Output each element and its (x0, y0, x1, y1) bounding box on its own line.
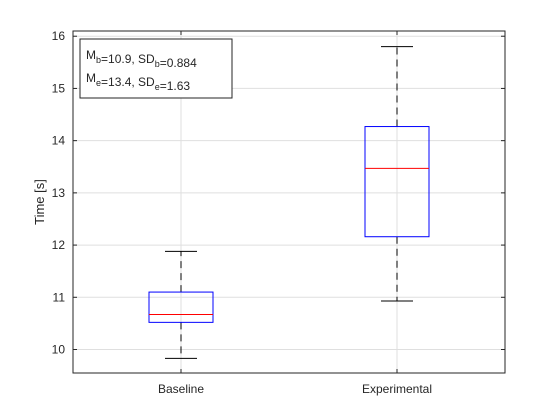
iqr-box (148, 291, 214, 323)
axis-ticks: 10 11 12 13 14 15 16 Baseline Experimental (52, 29, 505, 396)
box-series (148, 46, 430, 359)
iqr-box (364, 126, 430, 238)
x-tick-label: Experimental (362, 382, 432, 396)
annotation-text: =13.4, SD (101, 75, 155, 89)
box-experimental (364, 46, 430, 302)
annotation-line: Mb=10.9, SDb=0.884 (86, 48, 197, 70)
annotation-subscript: e (96, 78, 101, 88)
annotation-line: Me=13.4, SDe=1.63 (86, 71, 190, 93)
annotation-text: M (86, 48, 96, 62)
y-tick-label: 16 (52, 29, 66, 43)
x-tick-label: Baseline (158, 382, 204, 396)
annotation-text: =0.884 (160, 56, 197, 70)
annotation-subscript: b (96, 55, 101, 65)
annotation-text: =1.63 (160, 79, 191, 93)
y-tick-label: 15 (52, 81, 66, 95)
annotation-text: =10.9, SD (101, 52, 155, 66)
y-tick-label: 12 (52, 238, 66, 252)
y-tick-label: 11 (53, 290, 66, 304)
plot-area-frame (72, 30, 506, 374)
annotation-text: M (86, 71, 96, 85)
y-tick-label: 10 (52, 343, 66, 357)
annotation-frame (79, 38, 233, 99)
y-axis-label: Time [s] (32, 179, 47, 225)
annotation-subscript: e (155, 82, 160, 92)
annotation-subscript: b (155, 59, 160, 69)
box-baseline (148, 250, 214, 359)
y-tick-label: 14 (52, 134, 66, 148)
y-tick-label: 13 (52, 186, 66, 200)
